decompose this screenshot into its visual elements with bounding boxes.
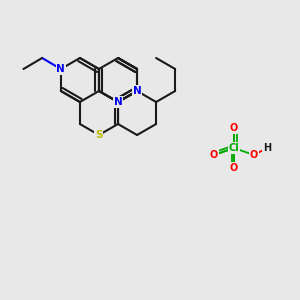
Text: O: O bbox=[210, 150, 218, 160]
Text: N: N bbox=[114, 97, 122, 107]
Text: Cl: Cl bbox=[229, 143, 239, 153]
Text: O: O bbox=[230, 163, 238, 173]
Text: N: N bbox=[133, 86, 141, 96]
Text: O: O bbox=[250, 150, 258, 160]
Text: N: N bbox=[56, 64, 65, 74]
Text: H: H bbox=[263, 143, 271, 153]
Text: S: S bbox=[95, 130, 103, 140]
Text: O: O bbox=[230, 123, 238, 133]
